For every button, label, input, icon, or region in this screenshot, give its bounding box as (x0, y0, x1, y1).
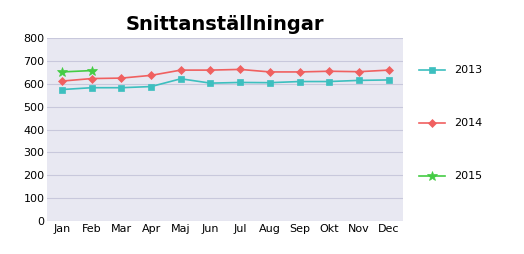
Text: 2015: 2015 (454, 171, 482, 181)
2014 (89, 77, 95, 80)
Text: 2014: 2014 (454, 118, 482, 128)
Line: 2013: 2013 (59, 76, 391, 92)
2014 (178, 69, 184, 72)
2014 (297, 70, 303, 73)
2014 (59, 80, 65, 83)
2015 (89, 69, 95, 72)
2013 (297, 80, 303, 83)
Line: 2015: 2015 (57, 66, 96, 77)
2013 (386, 78, 392, 82)
2014 (326, 70, 332, 73)
2014 (386, 69, 392, 72)
2014 (237, 68, 243, 71)
2015 (59, 70, 65, 73)
2013 (118, 86, 125, 89)
2013 (326, 80, 332, 83)
2013 (237, 81, 243, 84)
2014 (267, 70, 273, 73)
2013 (356, 79, 362, 82)
2013 (59, 88, 65, 91)
2014 (148, 74, 154, 77)
2013 (89, 86, 95, 89)
Text: 2013: 2013 (454, 65, 482, 75)
Title: Snittanställningar: Snittanställningar (126, 15, 324, 34)
Line: 2014: 2014 (59, 67, 391, 84)
2013 (178, 77, 184, 80)
2013 (267, 81, 273, 84)
2014 (356, 70, 362, 73)
2013 (148, 85, 154, 88)
2014 (208, 69, 214, 72)
2013 (208, 82, 214, 85)
2014 (118, 77, 125, 80)
